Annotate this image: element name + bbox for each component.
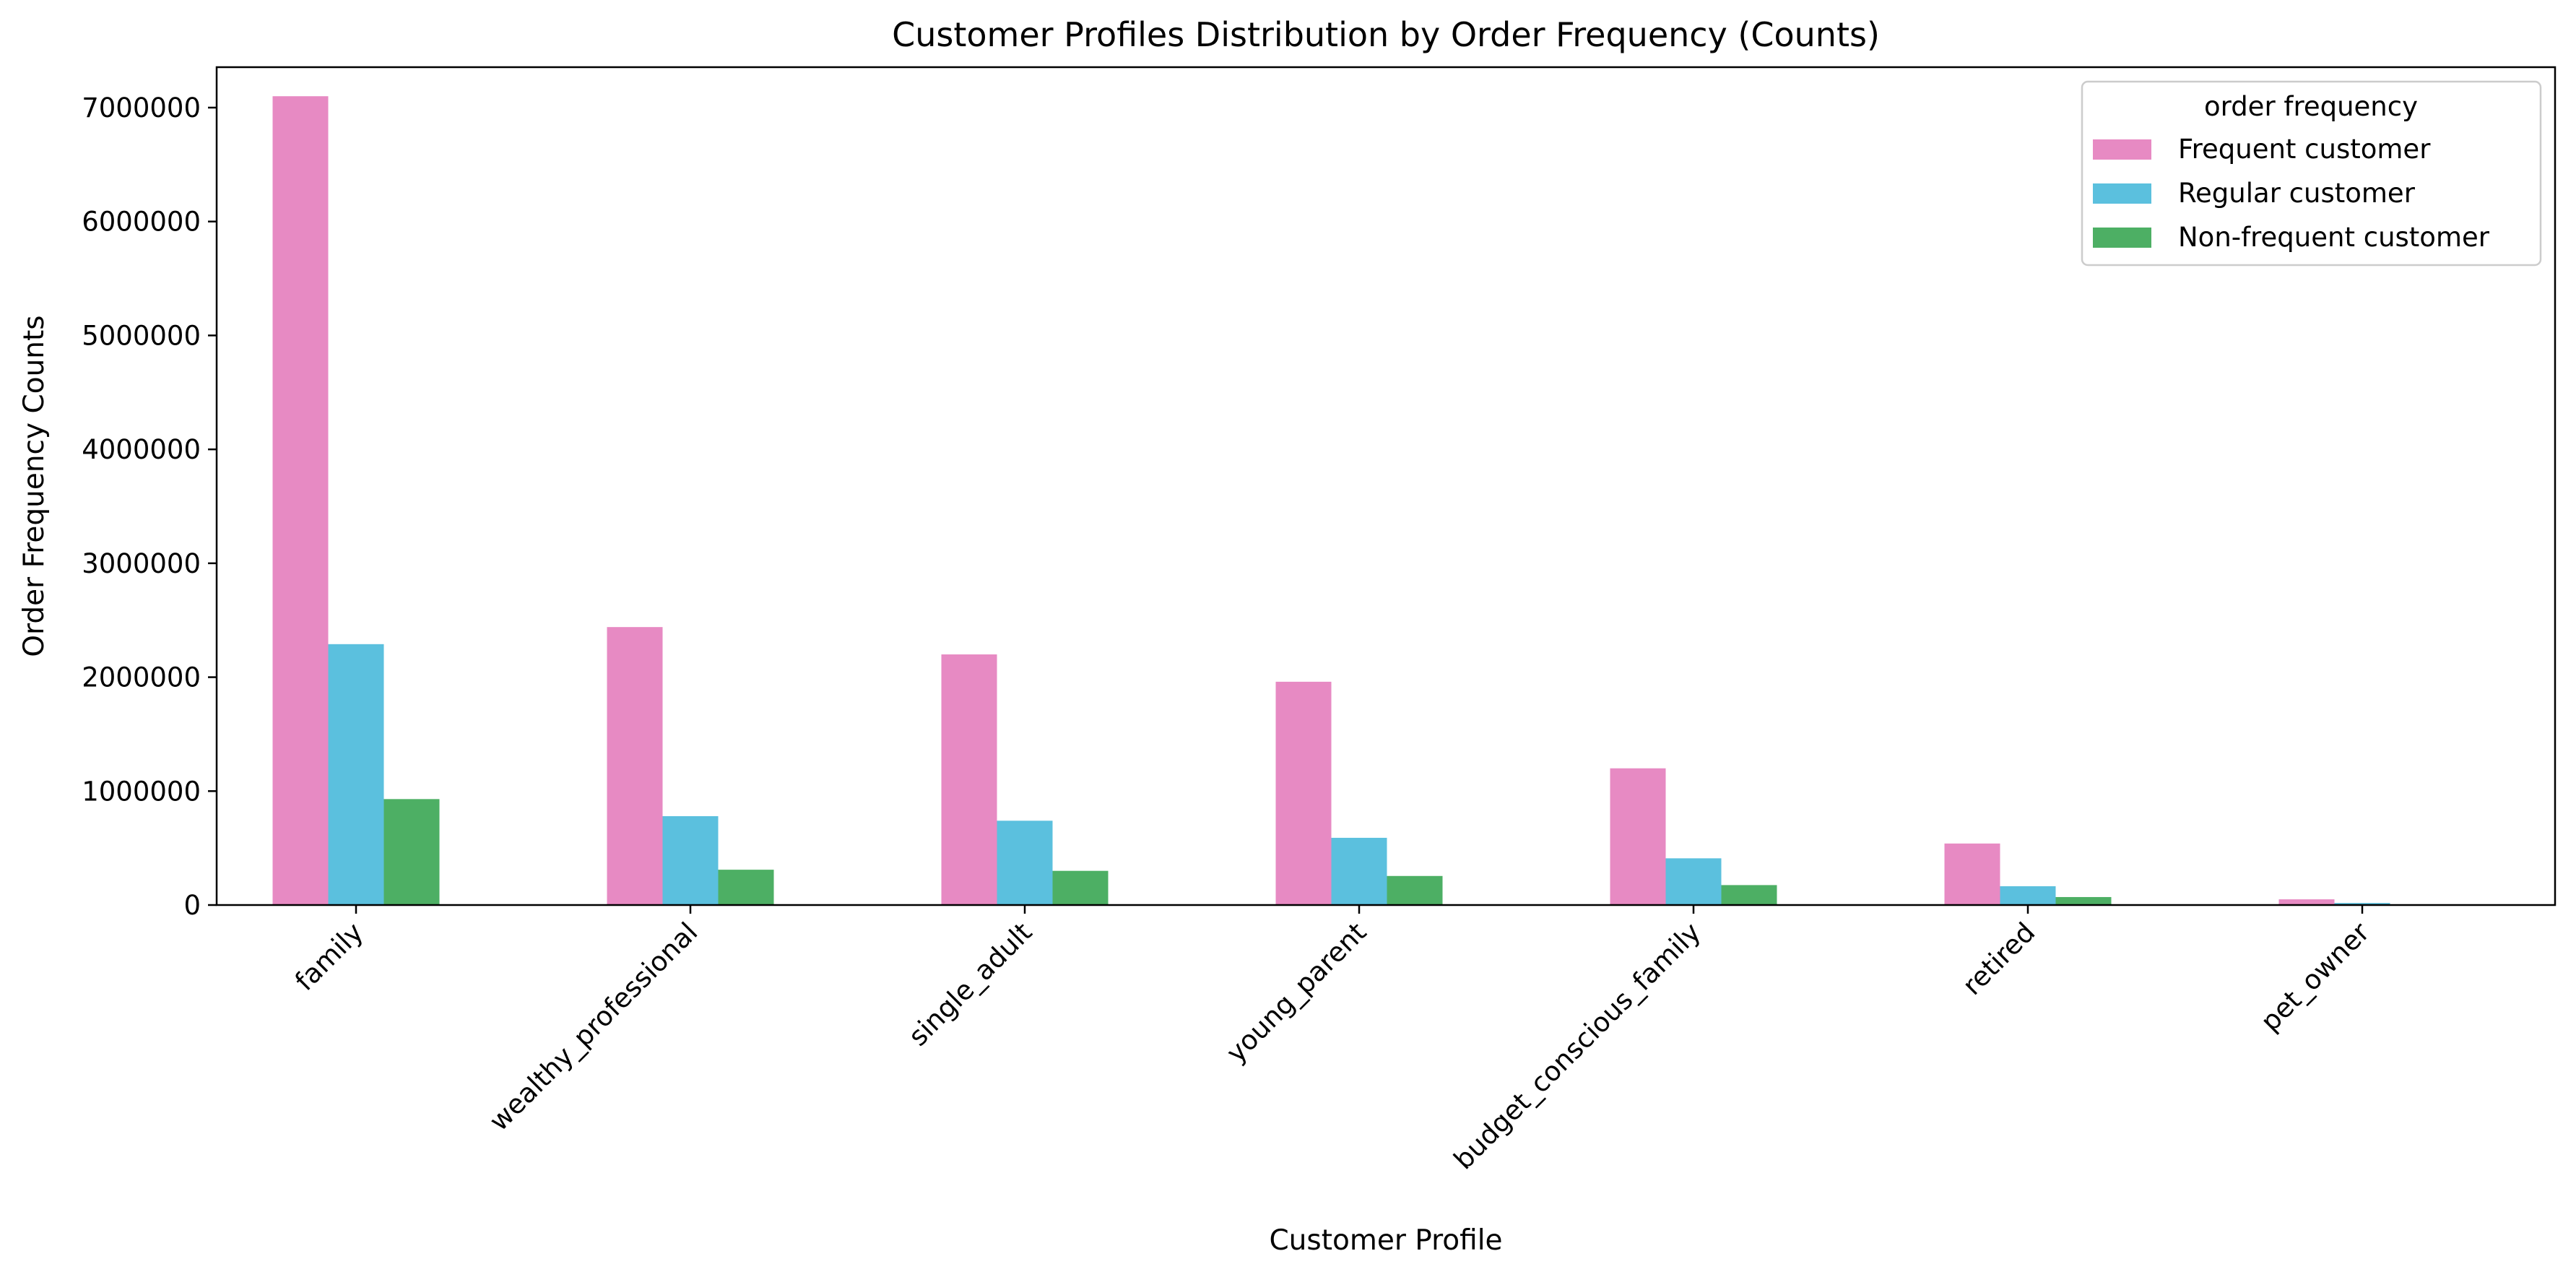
y-tick-label: 0 (183, 890, 201, 921)
legend-items: Frequent customer Regular customer Non-fre… (2093, 134, 2490, 253)
bar-single_adult-frequent-customer (941, 654, 997, 905)
bar-young_parent-regular-customer (1331, 837, 1387, 905)
legend-swatch (2093, 139, 2151, 160)
legend-entry-label: Frequent customer (2178, 134, 2431, 165)
y-tick-label: 3000000 (82, 548, 201, 579)
bar-retired-non-frequent-customer (2055, 896, 2112, 905)
bar-wealthy_professional-non-frequent-customer (718, 870, 774, 905)
legend: order frequency Frequent customer Regular… (2081, 80, 2542, 267)
y-tick-label: 7000000 (82, 92, 201, 124)
legend-swatch (2093, 228, 2151, 248)
legend-swatch (2093, 183, 2151, 204)
y-tick-label: 5000000 (82, 320, 201, 351)
bar-single_adult-non-frequent-customer (1052, 870, 1109, 905)
bar-single_adult-regular-customer (997, 821, 1053, 905)
y-tick-label: 6000000 (82, 207, 201, 238)
legend-box (2081, 80, 2542, 267)
y-axis: 0 1000000 2000000 3000000 4000000 5000000 6000… (82, 92, 217, 921)
bar-wealthy_professional-regular-customer (662, 815, 719, 905)
legend-entry-label: Regular customer (2178, 178, 2416, 209)
y-axis-label: Order Frequency Counts (18, 315, 51, 657)
bar-family-regular-customer (328, 644, 384, 905)
bar-family-non-frequent-customer (383, 799, 440, 905)
bar-budget_conscious_family-frequent-customer (1610, 768, 1666, 905)
chart-title: Customer Profiles Distribution by Order … (892, 15, 1880, 54)
bar-young_parent-non-frequent-customer (1387, 875, 1443, 905)
bar-retired-regular-customer (2000, 886, 2056, 905)
bars-layer (272, 96, 2446, 906)
legend-entry-label: Non-frequent customer (2178, 222, 2490, 253)
bar-wealthy_professional-frequent-customer (607, 627, 663, 905)
plot-frame (215, 66, 2557, 906)
y-tick-label: 1000000 (82, 776, 201, 807)
bar-budget_conscious_family-regular-customer (1665, 858, 1722, 905)
y-tick-label: 4000000 (82, 434, 201, 465)
bar-young_parent-frequent-customer (1275, 681, 1332, 905)
x-axis-label: Customer Profile (1269, 1224, 1502, 1257)
bar-family-frequent-customer (272, 96, 329, 906)
bar-pet_owner-frequent-customer (2278, 899, 2335, 905)
bar-pet_owner-regular-customer (2334, 903, 2390, 905)
bar-retired-frequent-customer (1944, 843, 2000, 905)
y-tick-label: 2000000 (82, 662, 201, 693)
bar-budget_conscious_family-non-frequent-customer (1721, 885, 1777, 905)
legend-title: order frequency (2204, 91, 2418, 122)
